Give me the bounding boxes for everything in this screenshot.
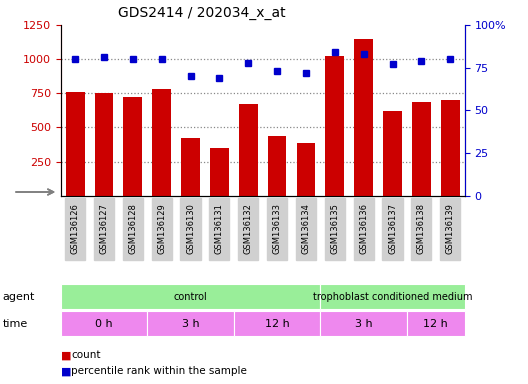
Text: percentile rank within the sample: percentile rank within the sample <box>71 366 247 376</box>
Bar <box>412 101 431 196</box>
Bar <box>297 142 315 196</box>
Text: 0 h: 0 h <box>95 318 113 329</box>
Bar <box>407 311 465 336</box>
Bar <box>152 89 171 196</box>
Bar <box>181 138 200 196</box>
Bar <box>210 148 229 196</box>
Bar <box>234 311 320 336</box>
Text: ■: ■ <box>61 366 71 376</box>
Text: 3 h: 3 h <box>355 318 372 329</box>
Bar <box>147 311 234 336</box>
Bar <box>354 39 373 196</box>
Bar <box>124 98 142 196</box>
Text: agent: agent <box>3 291 35 302</box>
Bar <box>383 111 402 196</box>
Text: 12 h: 12 h <box>423 318 448 329</box>
Bar <box>95 93 114 196</box>
Text: 3 h: 3 h <box>182 318 200 329</box>
Bar <box>325 56 344 196</box>
Text: ■: ■ <box>61 350 71 360</box>
Bar <box>61 311 147 336</box>
Bar <box>441 100 459 196</box>
Text: 12 h: 12 h <box>265 318 289 329</box>
Text: trophoblast conditioned medium: trophoblast conditioned medium <box>313 291 472 302</box>
Bar <box>320 284 465 309</box>
Text: time: time <box>3 318 28 329</box>
Text: GDS2414 / 202034_x_at: GDS2414 / 202034_x_at <box>118 7 286 20</box>
Bar <box>61 284 320 309</box>
Text: count: count <box>71 350 101 360</box>
Text: control: control <box>174 291 208 302</box>
Bar <box>320 311 407 336</box>
Bar <box>268 136 287 196</box>
Bar <box>239 104 258 196</box>
Bar <box>66 92 84 196</box>
